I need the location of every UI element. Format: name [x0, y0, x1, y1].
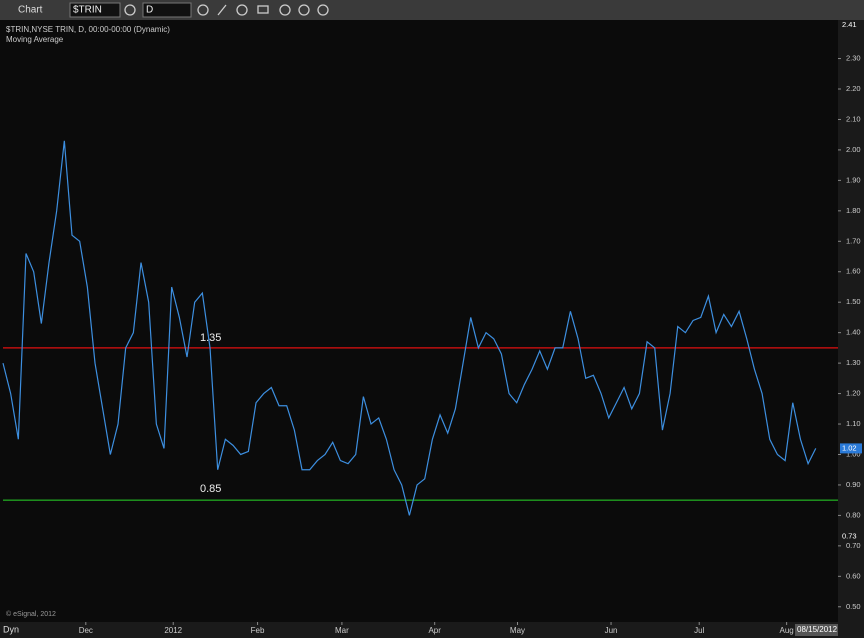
- price-tag: 2.41: [842, 20, 857, 29]
- price-tag: 1.02: [842, 443, 857, 452]
- x-tick-label: Jul: [694, 626, 704, 635]
- y-tick-label: 1.90: [846, 175, 861, 184]
- window-title: Chart: [18, 5, 43, 16]
- symbol-box[interactable]: [69, 2, 121, 18]
- x-axis-panel: [0, 622, 838, 638]
- y-tick-label: 0.80: [846, 510, 861, 519]
- interval-box[interactable]: [142, 2, 192, 18]
- interval[interactable]: D: [146, 5, 153, 16]
- chart-title: $TRIN,NYSE TRIN, D, 00:00-00:00 (Dynamic…: [6, 25, 170, 34]
- x-tick-label: Jun: [605, 626, 618, 635]
- date-tag-box: [795, 624, 838, 636]
- y-tick-label: 2.00: [846, 145, 861, 154]
- x-tick-label: May: [510, 626, 525, 635]
- symbol[interactable]: $TRIN: [73, 5, 102, 16]
- y-tick-label: 2.20: [846, 84, 861, 93]
- y-tick-label: 1.40: [846, 328, 861, 337]
- date-tag: 08/15/2012: [797, 625, 838, 634]
- x-tick-label: Aug: [780, 626, 794, 635]
- y-tick-label: 2.30: [846, 54, 861, 63]
- plot-layer: 0.50 0.60 0.70 0.80 0.90 1.00 1.10 1.20 1.30 1.40…: [2, 20, 862, 636]
- y-tick-label: 1.50: [846, 297, 861, 306]
- price-tag-box: [840, 443, 862, 454]
- x-tick-label: Dec: [79, 626, 93, 635]
- y-tick-label: 1.20: [846, 389, 861, 398]
- level-label: 1.35: [200, 332, 221, 344]
- price-tag-box: [840, 20, 862, 31]
- level-label: 0.85: [200, 483, 221, 495]
- y-tick-label: 1.80: [846, 206, 861, 215]
- plot-area: [0, 20, 838, 622]
- x-tick-label: Feb: [251, 626, 265, 635]
- y-tick-label: 1.00: [846, 449, 861, 458]
- chart-subtitle: Moving Average: [6, 35, 64, 44]
- price-tag: 0.73: [842, 532, 857, 541]
- y-tick-label: 0.70: [846, 541, 861, 550]
- price-tag-box: [840, 531, 862, 542]
- y-tick-label: 0.90: [846, 480, 861, 489]
- data-line: [2, 140, 817, 516]
- y-tick-label: 1.30: [846, 358, 861, 367]
- y-tick-label: 1.10: [846, 419, 861, 428]
- x-tick-label: Mar: [335, 626, 349, 635]
- y-tick-label: 1.70: [846, 236, 861, 245]
- x-tick-label: 2012: [164, 626, 182, 635]
- y-tick-label: 1.60: [846, 267, 861, 276]
- mode[interactable]: Dyn: [3, 624, 19, 634]
- copyright: © eSignal, 2012: [6, 610, 56, 618]
- toolbar: [0, 0, 864, 20]
- y-tick-label: 0.50: [846, 602, 861, 611]
- y-tick-label: 2.10: [846, 114, 861, 123]
- toolbar-icons[interactable]: [124, 4, 329, 16]
- y-tick-label: 0.60: [846, 571, 861, 580]
- x-tick-label: Apr: [428, 626, 441, 635]
